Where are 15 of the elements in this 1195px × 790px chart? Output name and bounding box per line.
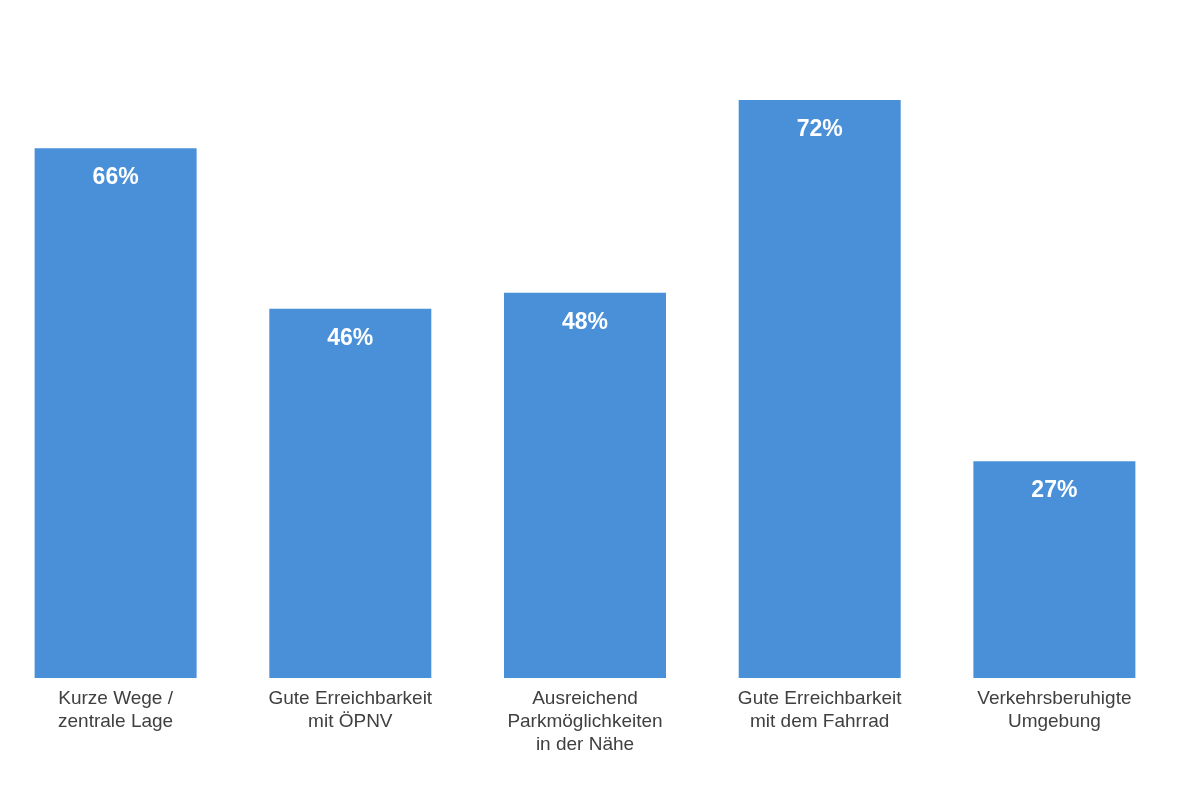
bar (504, 292, 666, 678)
bar (34, 148, 197, 678)
x-tick-label: Kurze Wege / zentrale Lage (58, 686, 174, 731)
x-tick-label: Verkehrsberuhigte Umgebung (977, 686, 1132, 731)
data-label: 48% (561, 307, 609, 334)
x-tick-label: Gute Erreichbarkeit mit dem Fahrrad (737, 686, 903, 731)
x-tick-label: Ausreichend Parkmöglichkeiten in der Nähe (507, 686, 663, 754)
bar (738, 100, 901, 678)
bar (269, 308, 432, 678)
data-label: 46% (327, 323, 374, 350)
bar (973, 461, 1136, 678)
data-label: 66% (92, 163, 139, 190)
data-label: 27% (1031, 476, 1078, 503)
x-tick-label: Gute Erreichbarkeit mit ÖPNV (268, 686, 433, 731)
data-label: 72% (796, 115, 843, 141)
